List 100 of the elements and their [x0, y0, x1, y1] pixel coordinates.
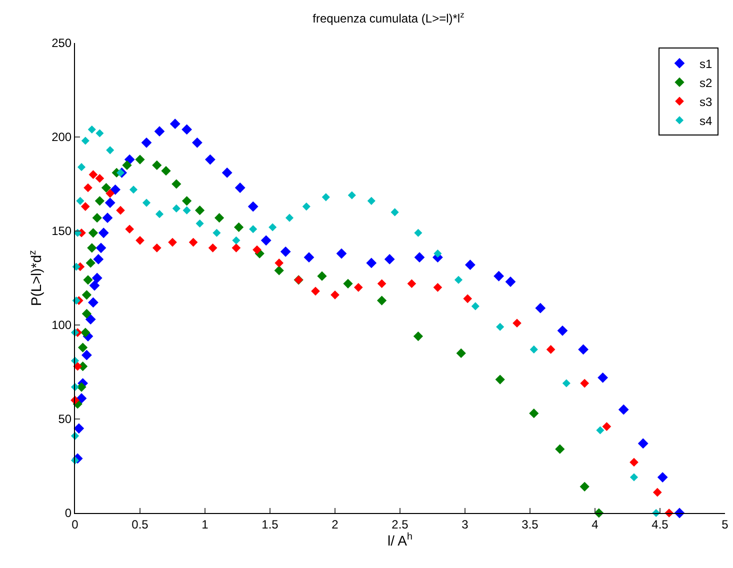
point: [407, 279, 416, 288]
point: [81, 136, 90, 145]
point: [596, 426, 604, 434]
point: [580, 482, 590, 492]
legend-label: s2: [700, 76, 712, 90]
point: [76, 196, 84, 205]
point: [248, 201, 258, 212]
point: [95, 174, 104, 183]
point: [82, 290, 92, 300]
point: [434, 250, 442, 258]
y-tick-label: 250: [52, 36, 72, 50]
point: [268, 223, 277, 232]
point: [88, 125, 96, 134]
point: [630, 458, 638, 467]
point: [222, 168, 232, 178]
x-tick-label: 4: [592, 517, 599, 532]
point: [471, 302, 480, 310]
x-tick-label: 4.5: [652, 517, 669, 532]
point: [285, 214, 294, 222]
point: [496, 322, 504, 331]
y-tick-label: 50: [58, 412, 72, 426]
chart-title: frequenza cumulata (L>=l)*l$^{z}$: [312, 10, 464, 26]
point: [76, 393, 87, 404]
point: [390, 208, 399, 216]
point: [87, 243, 97, 253]
point: [252, 245, 262, 254]
point: [376, 296, 387, 306]
point: [88, 297, 98, 308]
point: [234, 222, 244, 232]
point: [135, 154, 145, 164]
x-tick-label: 3: [462, 517, 469, 532]
point: [96, 129, 104, 138]
point: [330, 290, 340, 300]
point: [366, 258, 377, 268]
point: [495, 374, 505, 384]
point: [232, 236, 240, 244]
point: [72, 262, 80, 271]
point: [494, 270, 504, 282]
point: [93, 254, 104, 264]
point: [141, 137, 152, 148]
point: [94, 196, 105, 206]
point: [505, 276, 516, 287]
point: [194, 206, 205, 216]
y-tick-label: 150: [52, 224, 72, 238]
point: [73, 362, 82, 371]
point: [106, 188, 115, 198]
point: [598, 372, 608, 383]
point: [414, 252, 425, 263]
point: [414, 228, 422, 237]
point: [454, 276, 463, 284]
legend-label: s4: [700, 114, 712, 128]
point: [136, 236, 144, 245]
point: [657, 472, 668, 482]
point: [529, 408, 539, 418]
point: [76, 382, 86, 392]
x-tick-label: 2: [332, 517, 339, 532]
point: [234, 182, 246, 193]
point: [116, 206, 125, 215]
point: [172, 204, 180, 212]
point: [80, 328, 90, 338]
point: [456, 348, 466, 358]
point: [311, 286, 320, 296]
point: [98, 228, 109, 238]
point: [88, 228, 98, 238]
point: [96, 242, 106, 254]
point: [249, 225, 258, 234]
point: [78, 342, 88, 352]
point: [343, 278, 353, 288]
point: [280, 246, 291, 257]
point: [274, 266, 284, 276]
x-axis-title: l/ A$^{h}$: [388, 531, 412, 548]
point: [82, 308, 92, 319]
y-tick-label: 100: [52, 318, 72, 332]
point: [212, 228, 221, 237]
point: [152, 244, 162, 252]
point: [101, 182, 112, 193]
point: [142, 198, 151, 207]
point: [630, 473, 638, 482]
point: [512, 318, 522, 328]
point: [578, 344, 588, 355]
point: [154, 126, 165, 137]
point: [155, 210, 164, 218]
point: [555, 444, 565, 454]
point: [214, 213, 224, 223]
point: [92, 213, 102, 223]
point: [168, 238, 177, 247]
legend-label: s3: [700, 94, 712, 109]
point: [232, 244, 241, 252]
point: [83, 275, 93, 285]
point: [188, 238, 198, 247]
point: [546, 345, 556, 354]
point: [652, 488, 662, 497]
point: [322, 193, 330, 202]
point: [557, 325, 568, 336]
point: [367, 196, 376, 205]
point: [384, 254, 395, 264]
point: [336, 248, 347, 259]
point: [182, 206, 191, 214]
point: [122, 160, 132, 170]
point: [205, 154, 216, 165]
